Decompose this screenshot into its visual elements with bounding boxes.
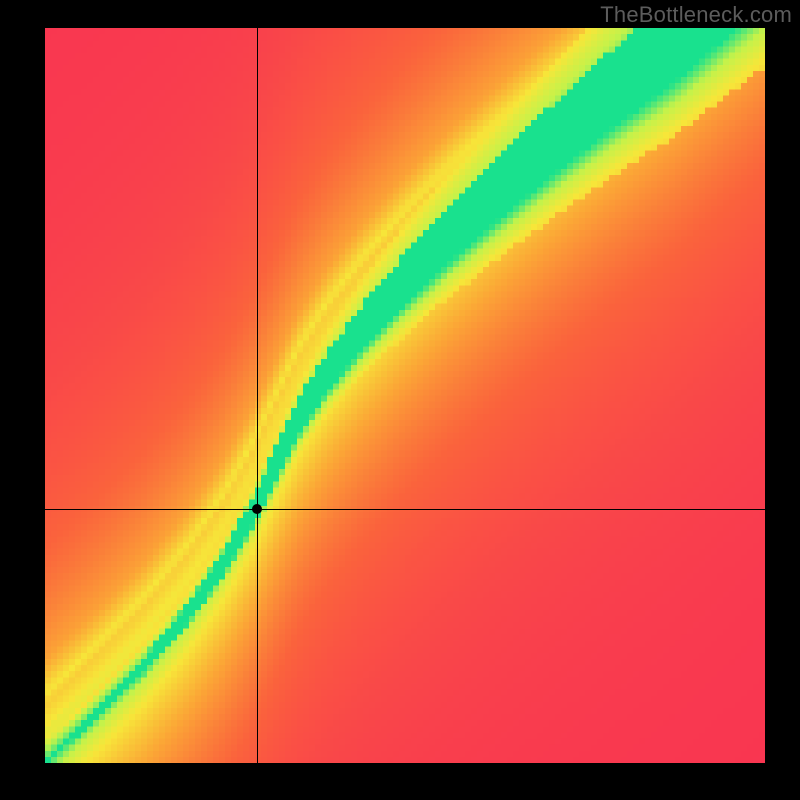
crosshair-dot [252, 504, 262, 514]
stage: TheBottleneck.com [0, 0, 800, 800]
crosshair-horizontal [45, 509, 765, 510]
bottleneck-heatmap [45, 28, 765, 763]
crosshair-vertical [257, 28, 258, 763]
watermark-label: TheBottleneck.com [600, 2, 792, 28]
